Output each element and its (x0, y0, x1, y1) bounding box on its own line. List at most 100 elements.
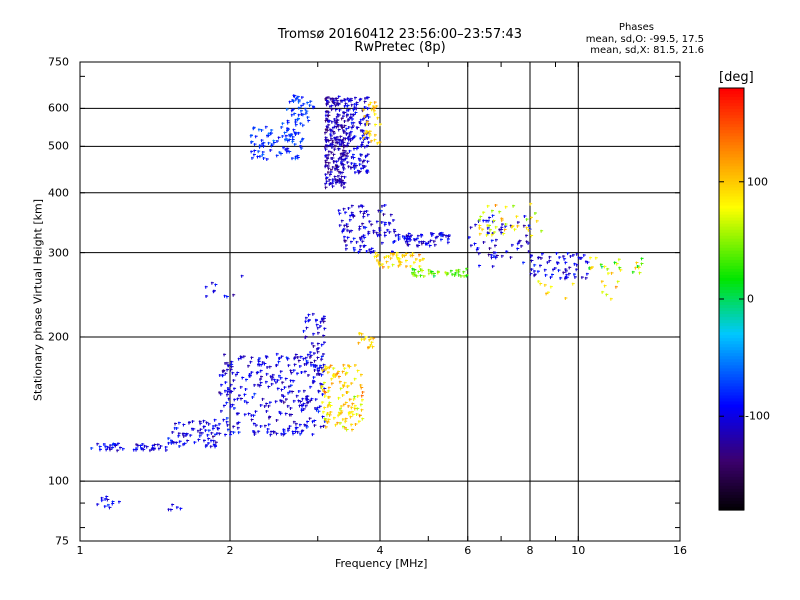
data-point (250, 156, 254, 160)
data-point (229, 405, 233, 409)
colorbar-band (719, 485, 744, 490)
data-point (266, 366, 270, 370)
data-point (317, 389, 321, 393)
data-point (357, 205, 361, 209)
colorbar-band (719, 443, 744, 448)
data-point (145, 445, 149, 449)
data-point (342, 186, 346, 190)
data-point (363, 115, 367, 119)
data-point (346, 152, 350, 156)
data-point (292, 99, 296, 103)
data-point (376, 116, 380, 120)
data-point (339, 135, 343, 139)
data-point (325, 117, 329, 121)
data-point (394, 234, 398, 238)
data-point (540, 229, 544, 233)
data-point (353, 404, 357, 408)
data-point (253, 392, 257, 396)
data-point (291, 390, 295, 394)
colorbar-band (719, 395, 744, 400)
data-point (351, 213, 355, 217)
data-point (549, 285, 553, 289)
data-point (301, 397, 305, 401)
data-point (260, 363, 264, 367)
data-point (383, 256, 387, 260)
data-point (266, 431, 270, 435)
data-point (218, 432, 222, 436)
data-point (350, 406, 354, 410)
data-point (338, 212, 342, 216)
data-point (252, 126, 256, 130)
data-point (281, 381, 285, 385)
data-point (294, 353, 298, 357)
data-point (352, 398, 356, 402)
data-point (261, 151, 265, 155)
data-point (301, 404, 305, 408)
colorbar-tick-label: 0 (747, 292, 754, 306)
data-point (348, 149, 352, 153)
data-point (543, 283, 547, 287)
data-point (334, 138, 338, 142)
data-point (329, 171, 333, 174)
data-point (391, 263, 395, 267)
data-point (343, 235, 347, 239)
data-point (219, 409, 223, 413)
data-point (349, 240, 353, 244)
colorbar-band (719, 473, 744, 478)
data-point (316, 367, 320, 371)
phases-extraordinary-stats: mean, sd,X: 81.5, 21.6 (590, 45, 704, 56)
data-point (445, 234, 449, 238)
data-point (252, 153, 256, 157)
data-point (204, 429, 208, 433)
data-point (369, 250, 373, 254)
data-point (350, 410, 354, 414)
data-point (582, 253, 586, 257)
data-point (276, 387, 280, 391)
colorbar-band (719, 259, 744, 264)
data-point (300, 109, 304, 113)
data-point (265, 402, 269, 406)
data-point (337, 375, 341, 379)
data-point (288, 425, 292, 429)
x-tick-label: 16 (673, 544, 687, 557)
data-point (320, 343, 324, 347)
data-point (275, 432, 279, 436)
data-point (405, 265, 409, 269)
colorbar-band (719, 223, 744, 228)
data-point (527, 224, 531, 228)
data-point (353, 102, 357, 106)
data-point (359, 129, 363, 133)
data-point (610, 271, 614, 275)
data-point (535, 219, 539, 223)
data-point (635, 261, 639, 265)
data-point (350, 162, 354, 166)
data-point (489, 228, 493, 232)
data-point (525, 226, 529, 230)
data-point (419, 268, 423, 272)
data-point (333, 144, 337, 148)
colorbar-band (719, 277, 744, 282)
data-point (351, 428, 355, 432)
colorbar-band (719, 314, 744, 318)
x-tick-label: 2 (226, 544, 234, 557)
data-point (340, 175, 344, 179)
colorbar-band (719, 175, 744, 180)
data-point (220, 383, 224, 387)
data-point (409, 238, 413, 242)
data-point (291, 108, 295, 112)
data-point (340, 184, 344, 188)
data-point (321, 369, 325, 373)
data-point (404, 240, 408, 244)
colorbar-band (719, 440, 744, 445)
colorbar-band (719, 208, 744, 213)
data-point (287, 364, 291, 368)
colorbar-band (719, 91, 744, 95)
data-point (199, 428, 203, 432)
colorbar-band (719, 100, 744, 104)
data-point (329, 411, 333, 415)
data-point (368, 133, 372, 137)
data-point (357, 250, 361, 254)
colorbar-band (719, 368, 744, 372)
data-point (179, 507, 183, 511)
data-point (589, 267, 593, 271)
